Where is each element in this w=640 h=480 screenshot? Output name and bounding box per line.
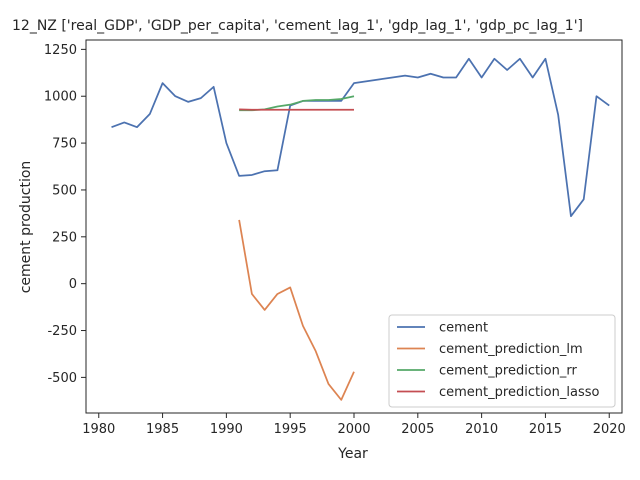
x-tick-label: 2015 bbox=[529, 422, 562, 437]
legend: cement cement_prediction_lm cement_predict… bbox=[388, 314, 616, 408]
series-lines bbox=[111, 57, 610, 401]
legend-label: cement_prediction_lasso bbox=[439, 385, 599, 400]
legend-box bbox=[388, 314, 616, 408]
y-tick-label: 750 bbox=[52, 137, 77, 152]
y-tick-label: 1000 bbox=[44, 90, 77, 105]
x-tick-label: 2005 bbox=[401, 422, 434, 437]
y-tick-label: 500 bbox=[52, 183, 77, 198]
x-tick-label: 1990 bbox=[210, 422, 243, 437]
y-axis-ticks: -500 -250 0 250 500 750 1000 1250 bbox=[44, 43, 86, 386]
x-tick-label: 1985 bbox=[146, 422, 179, 437]
y-tick-label: 0 bbox=[69, 277, 77, 292]
series-line-cement-prediction-rr bbox=[239, 95, 355, 112]
x-tick-label: 2000 bbox=[337, 422, 370, 437]
y-tick-label: -250 bbox=[47, 324, 77, 339]
y-tick-label: -500 bbox=[47, 371, 77, 386]
y-tick-label: 1250 bbox=[44, 43, 77, 58]
x-axis-label: Year bbox=[337, 446, 368, 462]
x-tick-label: 2010 bbox=[465, 422, 498, 437]
legend-label: cement bbox=[439, 321, 488, 336]
x-axis-ticks: 1980 1985 1990 1995 2000 2005 2010 2015 2020 bbox=[82, 413, 626, 437]
legend-label: cement_prediction_rr bbox=[439, 364, 577, 379]
x-tick-label: 1995 bbox=[274, 422, 307, 437]
y-tick-label: 250 bbox=[52, 230, 77, 245]
chart-title: 12_NZ ['real_GDP', 'GDP_per_capita', 'ce… bbox=[12, 18, 583, 34]
legend-label: cement_prediction_lm bbox=[439, 342, 583, 357]
series-line-cement bbox=[111, 57, 610, 218]
series-line-cement-prediction-lm bbox=[238, 219, 355, 401]
y-axis-label: cement production bbox=[18, 161, 34, 294]
x-tick-label: 2020 bbox=[593, 422, 626, 437]
x-tick-label: 1980 bbox=[82, 422, 115, 437]
